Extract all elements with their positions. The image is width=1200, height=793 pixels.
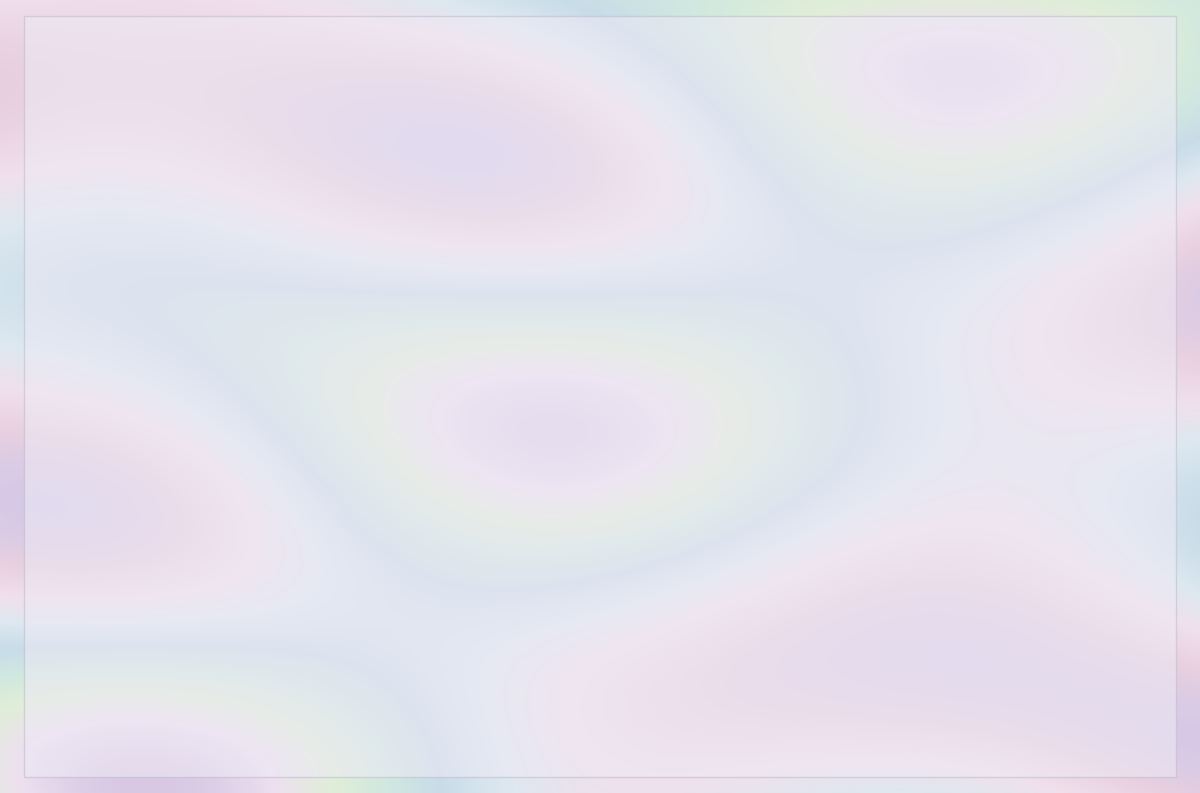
Text: decimal places and show proof of your work.: decimal places and show proof of your wo… <box>48 143 486 162</box>
Text: information. Then provide the model for the analysis in the correct equation for: information. Then provide the model for … <box>48 99 982 118</box>
Text: Calculate the slope of the model and the y-intercept for the analysis with the f: Calculate the slope of the model and the… <box>48 56 895 75</box>
Text: $\bar{Y} = 0.21$: $\bar{Y} = 0.21$ <box>144 496 254 527</box>
Text: $x +$: $x +$ <box>450 699 486 720</box>
FancyBboxPatch shape <box>498 682 822 734</box>
Text: $\sum(Y_i - \bar{Y})^2 = 0.366$: $\sum(Y_i - \bar{Y})^2 = 0.366$ <box>66 408 316 448</box>
Text: $y =$: $y =$ <box>48 699 84 720</box>
Text: $\bar{X} = 1.9$: $\bar{X} = 1.9$ <box>144 560 242 590</box>
Text: $\sum(X_i - \bar{X})^2 = 86.359$: $\sum(X_i - \bar{X})^2 = 86.359$ <box>66 218 336 258</box>
FancyBboxPatch shape <box>114 682 438 734</box>
FancyBboxPatch shape <box>24 16 1176 777</box>
Text: $\sum(X_i - \bar{X})(Y_i - \bar{Y}) = 2.453$: $\sum(X_i - \bar{X})(Y_i - \bar{Y}) = 2.… <box>66 313 402 353</box>
